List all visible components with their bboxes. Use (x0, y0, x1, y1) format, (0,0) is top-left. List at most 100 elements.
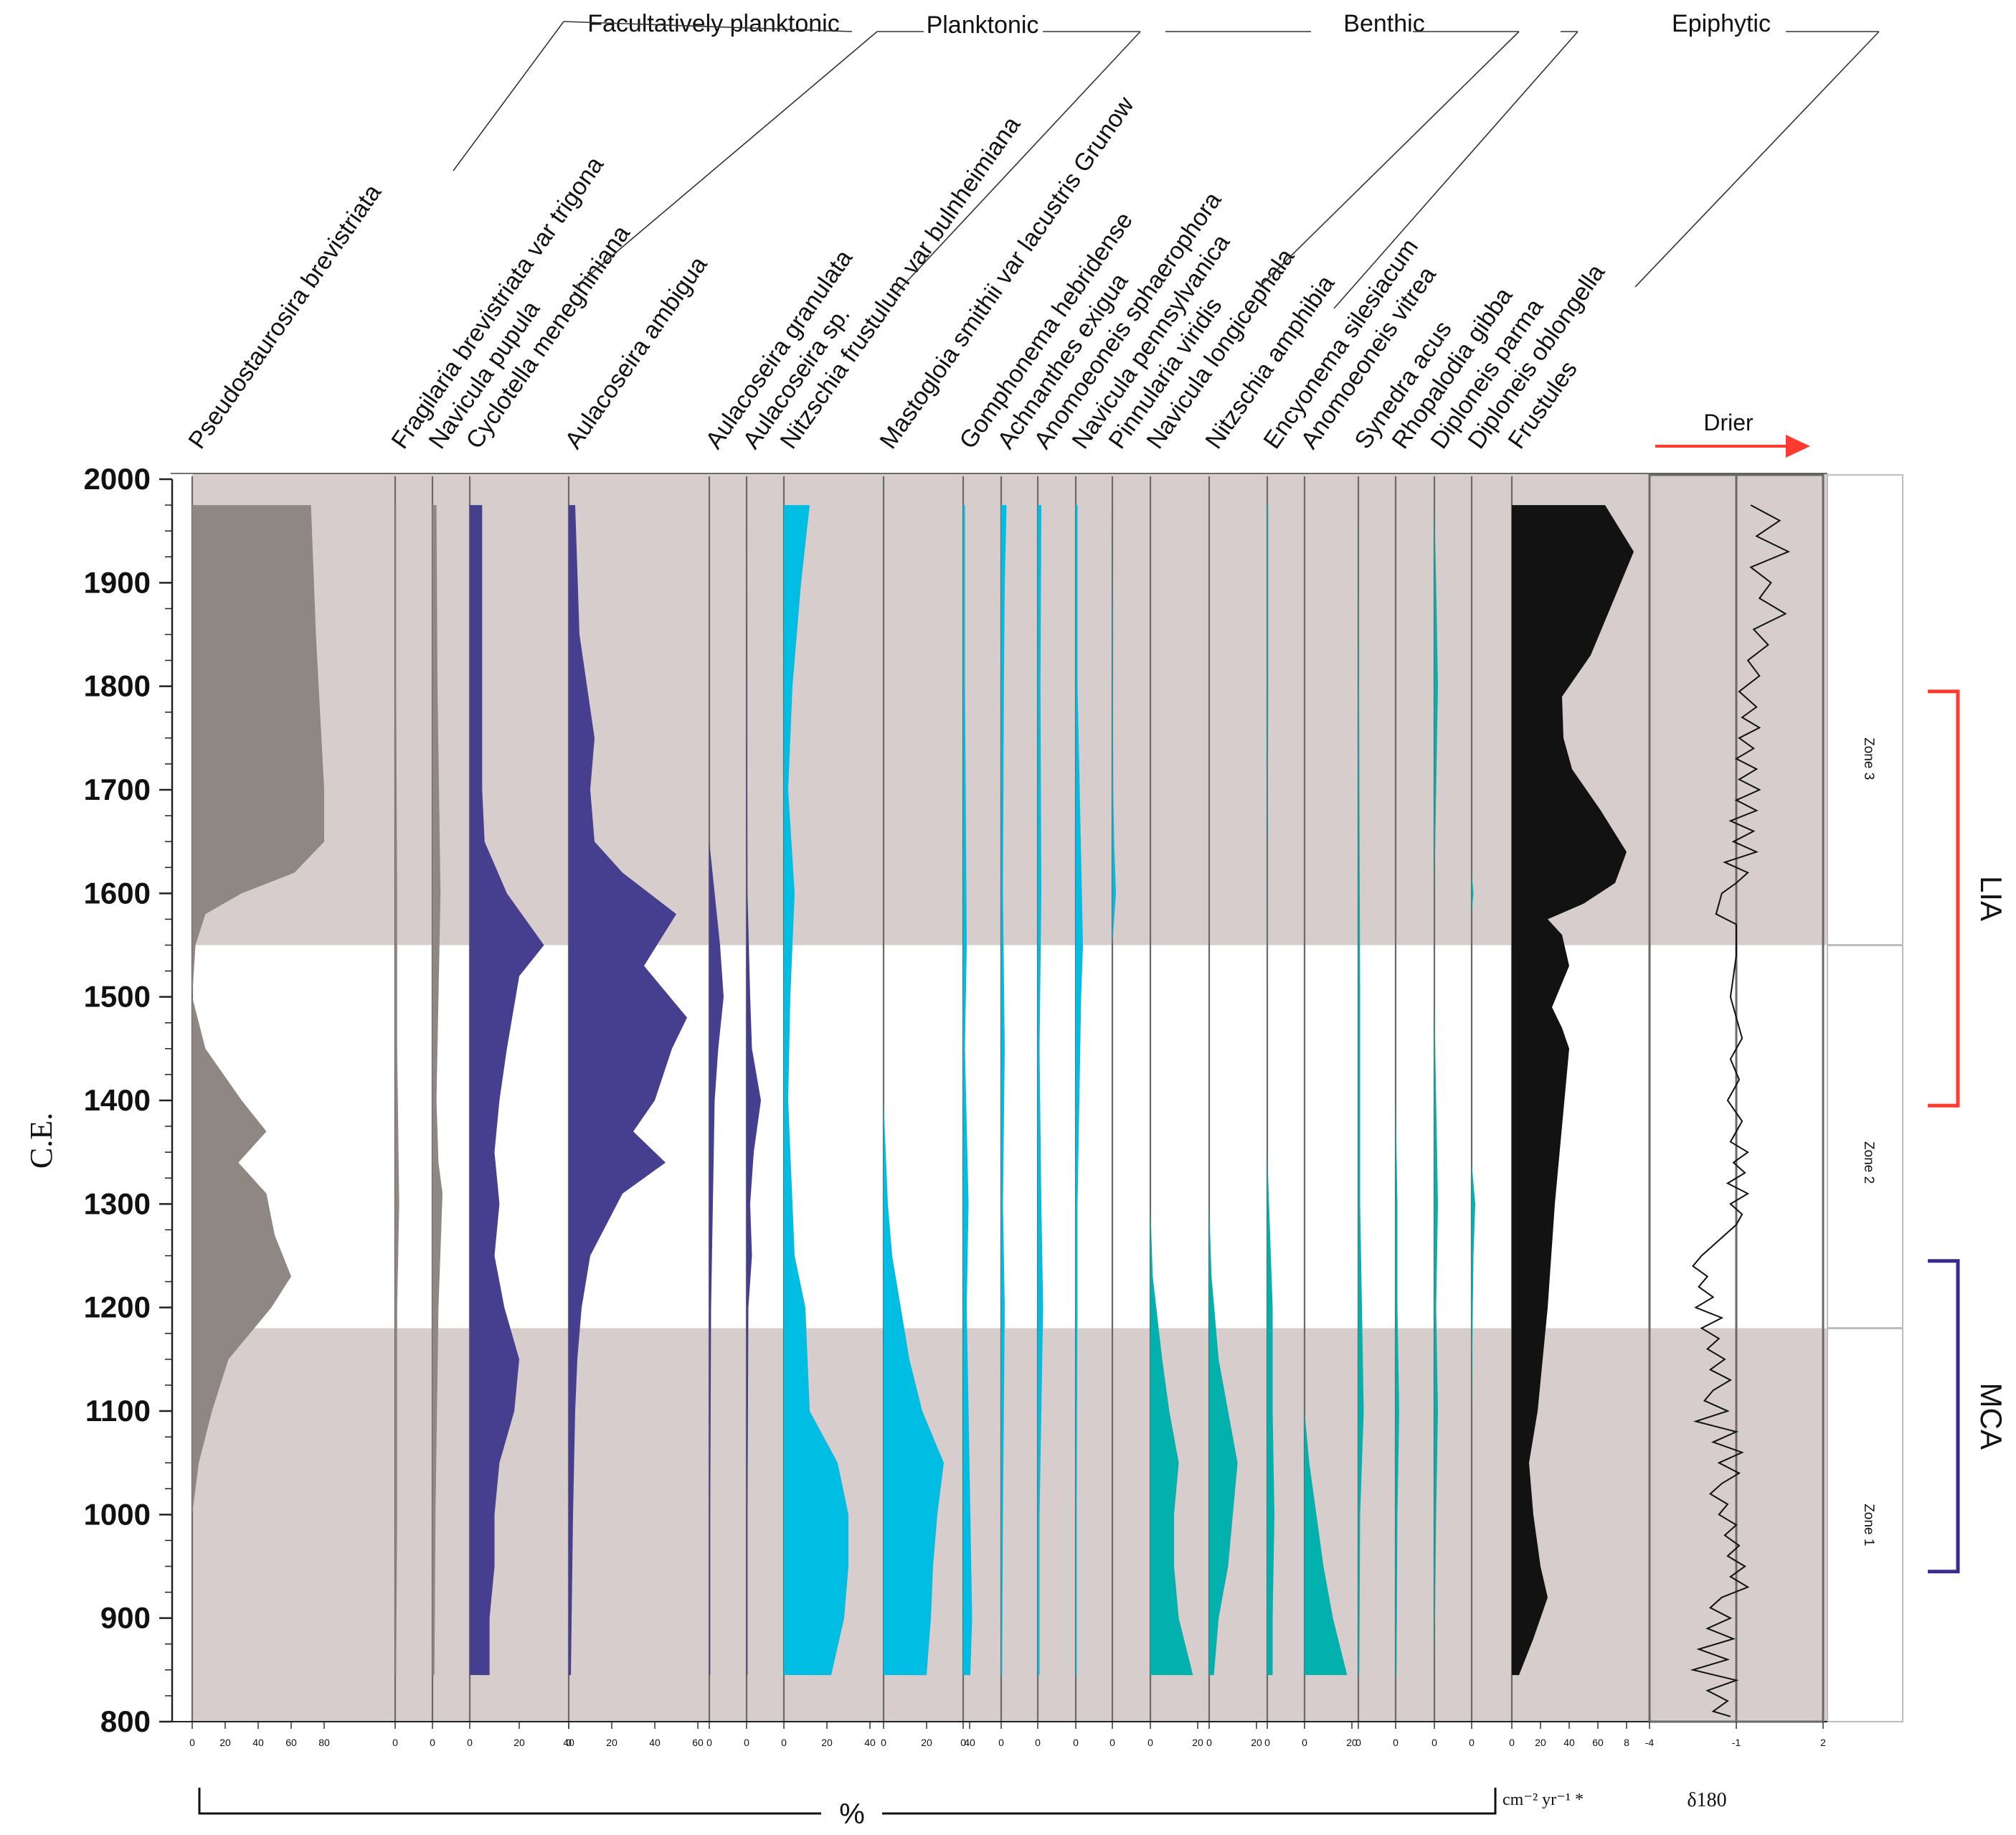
zone-panel-box (1827, 474, 1903, 1722)
y-tick-label: 1200 (84, 1291, 151, 1324)
zone-label: Zone 2 (1861, 1141, 1876, 1184)
leader-line (1333, 31, 1579, 309)
y-tick-label: 1500 (84, 980, 151, 1014)
x-tick-label: 0 (706, 1737, 712, 1748)
d18o-line (1690, 504, 1791, 1717)
x-tick-label: 0 (960, 1737, 966, 1748)
series-area-anomoeoneis-vitrea (1305, 505, 1348, 1676)
x-tick-label: 0 (1147, 1737, 1153, 1748)
x-tick-label: 20 (219, 1737, 231, 1748)
y-tick-label: 2000 (84, 462, 151, 496)
x-tick-label: 0 (1509, 1737, 1515, 1748)
drier-label: Drier (1703, 410, 1754, 435)
series-area-aulacoseira-granulata (709, 505, 724, 1676)
series-area-pseudostaurosira-brevistriata (192, 505, 324, 1676)
series-area-navicula-pupula (432, 505, 443, 1676)
species-label: Pseudostaurosira brevistriata (183, 179, 387, 454)
percent-bracket-right (882, 1788, 1497, 1815)
x-tick-label: 20 (606, 1737, 617, 1748)
series-area-fragilaria-brevistriata-var-trigona (395, 505, 399, 1676)
series-area-nitzschia-frustulum-var-bulnheimiana (784, 505, 848, 1676)
series-area-nitzschia-amphibia (1209, 505, 1238, 1676)
x-tick-label: 0 (881, 1737, 886, 1748)
x-tick-label: 8 (1624, 1737, 1629, 1748)
x-tick-label: 0 (1469, 1737, 1475, 1748)
series-area-pinnularia-viridis (1112, 505, 1116, 1676)
x-tick-label: 0 (1206, 1737, 1212, 1748)
percent-label: % (839, 1798, 865, 1830)
d18o-panel: -4 -1 2 Drier (1645, 410, 1826, 1748)
flux-unit-label: cm⁻² yr⁻¹ * (1502, 1791, 1584, 1809)
x-tick-label: 0 (1073, 1737, 1079, 1748)
x-tick-label: 0 (1109, 1737, 1115, 1748)
y-tick-label: 800 (100, 1704, 151, 1738)
x-tick-label: 0 (1264, 1737, 1270, 1748)
leader-line (894, 31, 1141, 295)
x-tick-label: 0 (1355, 1737, 1361, 1748)
series-area-anomoeoneis-sphaerophora (1038, 505, 1044, 1676)
x-tick-label: 20 (821, 1737, 833, 1748)
y-axis: 2000 1900 1800 1700 1600 1500 1400 1300 1200 1100… (84, 462, 174, 1738)
x-tick-label: 40 (563, 1737, 574, 1748)
x-tick-label: 20 (1192, 1737, 1203, 1748)
series-area-aulacoseira-sp (747, 505, 761, 1676)
series-area-rhopalodia-gibba (1396, 505, 1399, 1676)
x-tick-label: 60 (692, 1737, 704, 1748)
series-area-diploneis-parma (1434, 505, 1438, 1676)
x-tick-label: 20 (1251, 1737, 1262, 1748)
x-tick-label: 20 (1346, 1737, 1358, 1748)
x-tick-label: 0 (1431, 1737, 1437, 1748)
series-area-synedra-acus (1358, 505, 1364, 1676)
y-tick-label: 1100 (85, 1394, 151, 1428)
x-tick-label: 0 (189, 1737, 195, 1748)
group-labels: Facultatively planktonic Planktonic Benthi… (453, 10, 1880, 309)
zone-panel: Zone 3 Zone 2 Zone 1 (1827, 474, 1903, 1722)
leader-line (1259, 31, 1520, 288)
period-bracket-lia (1928, 689, 1960, 1108)
series-area-gomphonema-hebridense (963, 505, 972, 1676)
x-tick-label: 0 (781, 1737, 787, 1748)
zone-label: Zone 3 (1861, 737, 1876, 780)
series-area-frustules (1512, 505, 1634, 1676)
x-tick-label: 0 (392, 1737, 398, 1748)
x-tick-label: 40 (649, 1737, 661, 1748)
series-layer (191, 476, 1634, 1722)
y-tick-label: 1700 (84, 773, 151, 806)
period-label-lia: LIA (1974, 876, 2008, 921)
x-tick-label: 0 (1393, 1737, 1399, 1748)
x-tick-label: 40 (252, 1737, 264, 1748)
y-tick-label: 1900 (84, 565, 151, 599)
series-area-navicula-longicephala (1150, 505, 1193, 1676)
x-axes: 0 20 40 60 80 0 0 0 20 400 20 40 60 0 0 0 20 40 0 20 400 0 0 0 0… (171, 473, 1827, 1748)
x-tick-label: 20 (921, 1737, 932, 1748)
y-tick-label: 1000 (84, 1497, 151, 1531)
d18o-tick-label: -4 (1645, 1737, 1655, 1748)
y-tick-label: 1300 (84, 1187, 151, 1220)
leader-line (1634, 31, 1880, 288)
x-tick-label: 40 (964, 1737, 975, 1748)
bottom-annotations: % cm⁻² yr⁻¹ * δ180 (198, 1788, 1727, 1830)
x-tick-label: 0 (1302, 1737, 1307, 1748)
y-tick-label: 1800 (84, 669, 151, 703)
series-area-navicula-pennsylvanica (1076, 505, 1083, 1676)
series-area-mastogloia-smithii-var-lacustris-grunow (884, 505, 944, 1676)
drier-arrow-head-icon (1786, 435, 1810, 458)
percent-bracket-left (198, 1788, 821, 1815)
x-tick-label: 60 (285, 1737, 297, 1748)
x-tick-label: 0 (744, 1737, 749, 1748)
x-tick-label: 40 (864, 1737, 876, 1748)
series-area-cyclotella-meneghiniana (470, 505, 544, 1676)
group-label: Benthic (1343, 10, 1424, 37)
leader-line (563, 21, 853, 32)
period-bracket-mca (1928, 1259, 1960, 1574)
y-tick-label: 1600 (84, 876, 151, 910)
x-tick-label: 0 (998, 1737, 1004, 1748)
series-area-achnanthes-exigua (1001, 505, 1007, 1676)
y-tick-label: 900 (100, 1601, 151, 1635)
y-axis-title: C.E. (24, 1113, 59, 1169)
species-labels: Pseudostaurosira brevistriata Fragilaria … (183, 92, 1610, 454)
x-tick-label: 0 (467, 1737, 473, 1748)
d18o-axis-label: δ180 (1687, 1789, 1726, 1811)
d18o-tick-label: 2 (1820, 1737, 1826, 1748)
